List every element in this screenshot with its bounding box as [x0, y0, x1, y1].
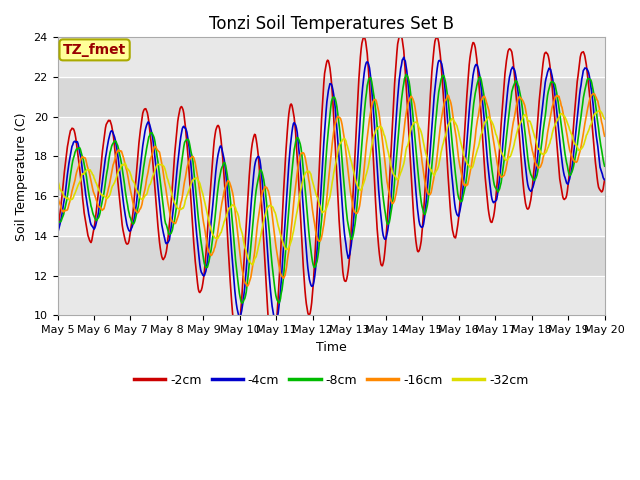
-8cm: [601, 163, 609, 169]
-4cm: [415, 218, 423, 224]
Line: -2cm: -2cm: [58, 34, 605, 348]
-8cm: [54, 220, 61, 226]
-32cm: [596, 108, 604, 113]
-32cm: [63, 195, 71, 201]
-8cm: [204, 261, 212, 267]
-8cm: [398, 91, 406, 97]
Bar: [58, 156, 605, 196]
Bar: [58, 37, 605, 77]
-4cm: [54, 229, 61, 235]
-8cm: [415, 179, 423, 184]
-32cm: [204, 216, 212, 221]
-8cm: [175, 178, 183, 184]
Bar: [58, 276, 605, 315]
Text: TZ_fmet: TZ_fmet: [63, 43, 126, 57]
-2cm: [54, 225, 61, 231]
X-axis label: Time: Time: [316, 341, 346, 354]
-2cm: [268, 346, 276, 351]
-16cm: [244, 283, 252, 289]
Bar: [58, 196, 605, 236]
-2cm: [601, 177, 609, 182]
-16cm: [175, 208, 183, 214]
-32cm: [398, 166, 406, 172]
Bar: [58, 77, 605, 117]
-32cm: [120, 162, 127, 168]
Line: -4cm: -4cm: [58, 57, 605, 322]
-2cm: [399, 42, 407, 48]
-16cm: [204, 247, 212, 252]
Legend: -2cm, -4cm, -8cm, -16cm, -32cm: -2cm, -4cm, -8cm, -16cm, -32cm: [129, 369, 533, 392]
Title: Tonzi Soil Temperatures Set B: Tonzi Soil Temperatures Set B: [209, 15, 454, 33]
-4cm: [272, 319, 280, 324]
-2cm: [397, 31, 404, 37]
-16cm: [589, 91, 597, 96]
-32cm: [414, 122, 422, 128]
Bar: [58, 117, 605, 156]
-2cm: [415, 248, 423, 254]
-4cm: [175, 146, 183, 152]
-2cm: [120, 231, 127, 237]
Line: -16cm: -16cm: [58, 94, 605, 286]
-16cm: [120, 156, 127, 161]
Bar: [58, 236, 605, 276]
-4cm: [63, 171, 71, 177]
-8cm: [275, 300, 283, 306]
Line: -8cm: -8cm: [58, 74, 605, 303]
-16cm: [63, 207, 71, 213]
-16cm: [601, 133, 609, 139]
Y-axis label: Soil Temperature (C): Soil Temperature (C): [15, 112, 28, 240]
-16cm: [414, 125, 422, 131]
-4cm: [120, 202, 127, 208]
-32cm: [175, 206, 183, 212]
-8cm: [63, 193, 71, 199]
Line: -32cm: -32cm: [58, 110, 605, 265]
-32cm: [54, 177, 61, 182]
-2cm: [175, 109, 183, 115]
-4cm: [204, 251, 212, 257]
-4cm: [400, 54, 408, 60]
-4cm: [398, 57, 406, 63]
-16cm: [398, 143, 406, 149]
-8cm: [120, 176, 127, 181]
-16cm: [54, 193, 61, 199]
-2cm: [63, 144, 71, 149]
-2cm: [204, 218, 212, 224]
-32cm: [601, 116, 609, 122]
-32cm: [248, 262, 256, 268]
-8cm: [402, 72, 410, 77]
-4cm: [601, 177, 609, 182]
